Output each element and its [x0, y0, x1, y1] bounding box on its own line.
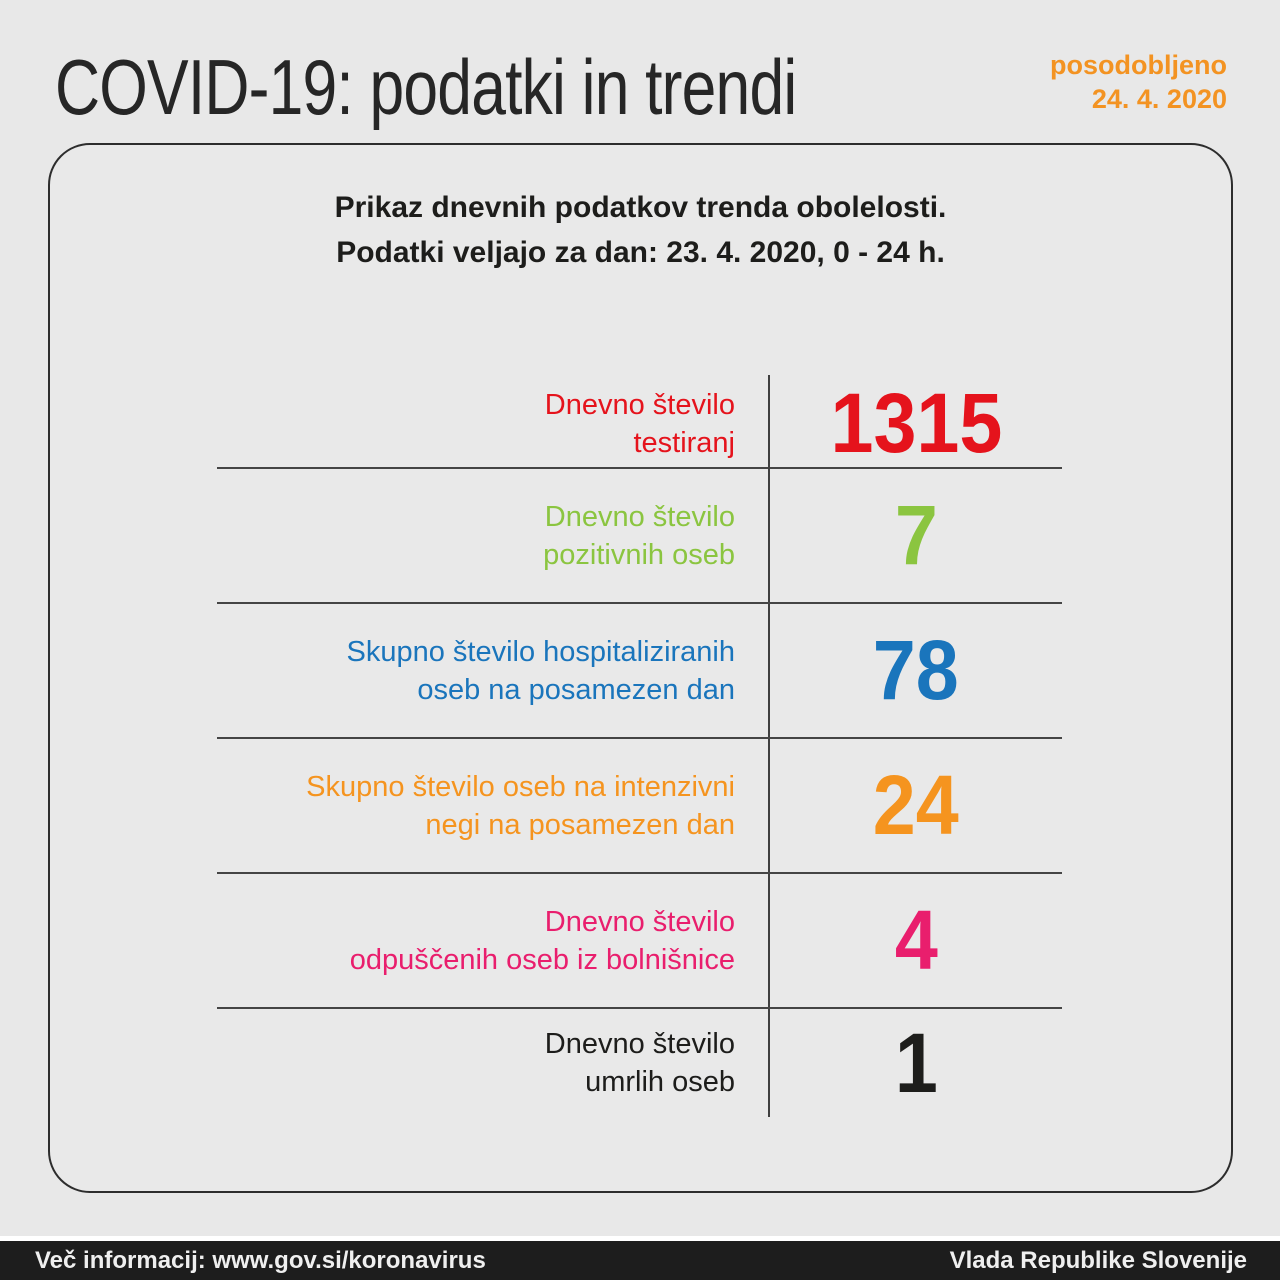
page-title-text: COVID-19: podatki in trendi — [55, 43, 797, 131]
stat-label: Dnevno število pozitivnih oseb — [217, 469, 768, 602]
footer-government-label: Vlada Republike Slovenije — [949, 1246, 1247, 1274]
card-heading: Prikaz dnevnih podatkov trenda obolelost… — [50, 145, 1231, 275]
stat-row-intensive-care: Skupno število oseb na intenzivni negi n… — [217, 739, 1062, 874]
stat-row-deaths: Dnevno število umrlih oseb 1 — [217, 1009, 1062, 1117]
stat-label-line2: testiranj — [633, 426, 735, 459]
stat-value: 7 — [768, 469, 1062, 602]
stat-label-line2: negi na posamezen dan — [425, 808, 735, 841]
footer-bar: Več informacij: www.gov.si/koronavirus V… — [0, 1236, 1280, 1280]
stat-label-line1: Dnevno število — [544, 1028, 735, 1060]
stat-label: Dnevno število umrlih oseb — [217, 1009, 768, 1117]
card-heading-line1: Prikaz dnevnih podatkov trenda obolelost… — [334, 191, 947, 224]
stat-label: Dnevno število odpuščenih oseb iz bolniš… — [217, 874, 768, 1007]
stat-label-line1: Skupno število oseb na intenzivni — [306, 770, 735, 803]
page-title: COVID-19: podatki in trendi — [55, 42, 982, 133]
stat-value: 4 — [768, 874, 1062, 1007]
card-heading-line2: Podatki veljajo za dan: 23. 4. 2020, 0 -… — [336, 236, 945, 269]
footer-info-link: Več informacij: www.gov.si/koronavirus — [35, 1246, 486, 1274]
updated-date: 24. 4. 2020 — [1091, 84, 1227, 114]
stat-value-number: 7 — [894, 488, 938, 582]
stat-label-line1: Dnevno število — [544, 905, 735, 938]
stat-label-line1: Dnevno število — [544, 500, 735, 533]
stats-table: Dnevno število testiranj 1315 Dnevno šte… — [217, 375, 1062, 1117]
stat-label-line2: pozitivnih oseb — [543, 538, 735, 571]
stat-row-daily-tests: Dnevno število testiranj 1315 — [217, 375, 1062, 472]
stat-value: 78 — [768, 604, 1062, 737]
stat-label: Skupno število hospitaliziranih oseb na … — [217, 604, 768, 737]
header: COVID-19: podatki in trendi posodobljeno… — [0, 0, 1280, 143]
stat-label-line2: oseb na posamezen dan — [417, 673, 735, 706]
updated-info: posodobljeno 24. 4. 2020 — [1050, 48, 1227, 116]
stat-label: Dnevno število testiranj — [217, 375, 768, 472]
stat-row-discharged: Dnevno število odpuščenih oseb iz bolniš… — [217, 874, 1062, 1009]
stat-row-daily-positive: Dnevno število pozitivnih oseb 7 — [217, 469, 1062, 604]
stat-label-line2: odpuščenih oseb iz bolnišnice — [349, 943, 735, 976]
stat-value-number: 4 — [894, 893, 938, 987]
stat-value: 24 — [768, 739, 1062, 872]
updated-label: posodobljeno — [1050, 50, 1227, 80]
stat-value: 1315 — [768, 375, 1062, 472]
stat-value: 1 — [768, 1009, 1062, 1117]
stat-label: Skupno število oseb na intenzivni negi n… — [217, 739, 768, 872]
stat-value-number: 1315 — [830, 376, 1002, 470]
stat-row-hospitalized: Skupno število hospitaliziranih oseb na … — [217, 604, 1062, 739]
data-card: Prikaz dnevnih podatkov trenda obolelost… — [48, 143, 1233, 1193]
stat-label-line2: umrlih oseb — [585, 1066, 735, 1098]
stat-label-line1: Skupno število hospitaliziranih — [346, 635, 736, 668]
stat-value-number: 24 — [873, 758, 959, 852]
stat-value-number: 1 — [894, 1015, 938, 1110]
stat-value-number: 78 — [873, 623, 959, 717]
stat-label-line1: Dnevno število — [544, 388, 735, 421]
